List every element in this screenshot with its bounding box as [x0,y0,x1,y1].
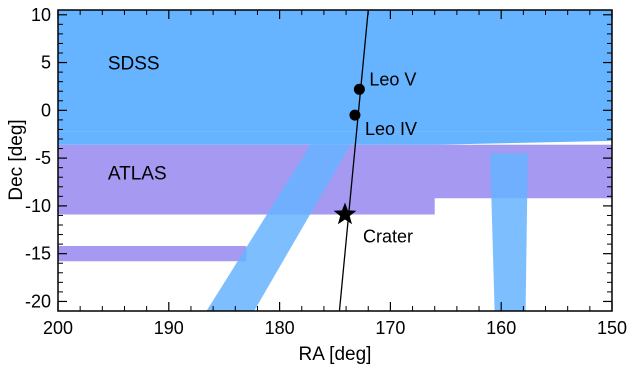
object-label: Leo IV [365,119,417,139]
x-tick-label: 200 [43,318,73,338]
x-tick-label: 170 [375,318,405,338]
objects-layer: Leo V Leo IV Crater [333,69,417,246]
orbit-track [338,10,369,311]
object-marker-leo-iv [349,109,361,121]
x-tick-label: 180 [265,318,295,338]
y-tick-label: 5 [41,53,51,73]
sdss-diagonal-stripe [206,144,351,311]
orbit-track-line [338,10,369,311]
x-tick-label: 160 [486,318,516,338]
y-axis-label: Dec [deg] [6,119,27,200]
y-tick-label: 10 [31,5,51,25]
y-tick-label: -5 [35,148,51,168]
sdss-vertical-stripe [490,153,528,311]
x-axis: 200 190 180 170 160 150 [43,10,627,338]
x-tick-label: 190 [154,318,184,338]
object-marker-crater [333,202,357,225]
object-label: Crater [363,226,413,246]
y-tick-label: 0 [41,100,51,120]
region-label-sdss: SDSS [108,54,160,75]
atlas-footprint-strip [58,246,247,262]
object-marker-leo-v [353,83,365,95]
sdss-footprint [58,10,612,132]
y-tick-label: -20 [25,291,51,311]
x-axis-label: RA [deg] [299,344,372,365]
plot-frame [57,9,613,312]
object-label: Leo V [369,69,416,89]
x-tick-label: 150 [597,318,627,338]
y-tick-label: -15 [25,244,51,264]
y-tick-label: -10 [25,196,51,216]
y-axis: 10 5 0 -5 -10 -15 -20 [25,5,612,312]
sdss-overlap-band [58,131,612,145]
atlas-footprint [58,144,612,215]
region-label-atlas: ATLAS [108,163,167,184]
region-labels: SDSS ATLAS [108,54,167,185]
survey-footprints [58,10,612,311]
